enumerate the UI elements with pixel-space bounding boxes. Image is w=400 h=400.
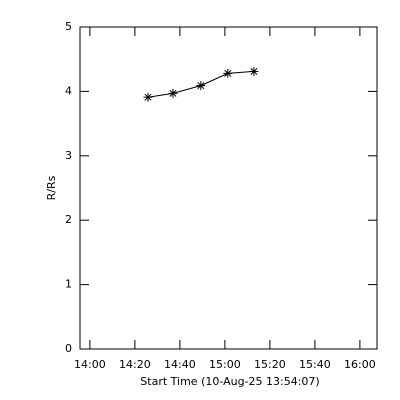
x-tick-label: 15:40 [299,358,331,371]
x-tick-label: 14:40 [164,358,196,371]
asterisk-marker [223,68,233,78]
marker-stroke [197,82,205,90]
y-tick-label: 5 [65,20,72,33]
marker-stroke [169,89,177,97]
y-tick-label: 4 [65,84,72,97]
asterisk-marker [249,66,259,76]
marker-stroke [144,93,152,101]
y-tick-label: 3 [65,149,72,162]
y-tick-label: 1 [65,278,72,291]
x-tick-label: 16:00 [344,358,376,371]
x-axis-title: Start Time (10-Aug-25 13:54:07) [140,375,319,388]
plot-frame [79,26,378,350]
x-tick-label: 15:20 [254,358,286,371]
marker-stroke [224,69,232,77]
x-tick-label: 15:00 [209,358,241,371]
x-tick-label: 14:20 [119,358,151,371]
asterisk-marker [168,88,178,98]
asterisk-marker [196,81,206,91]
y-tick-label: 2 [65,213,72,226]
x-tick-label: 14:00 [74,358,106,371]
marker-stroke [250,67,258,75]
y-axis-title: R/Rs [45,175,58,200]
asterisk-marker [143,92,153,102]
y-tick-label: 0 [65,342,72,355]
